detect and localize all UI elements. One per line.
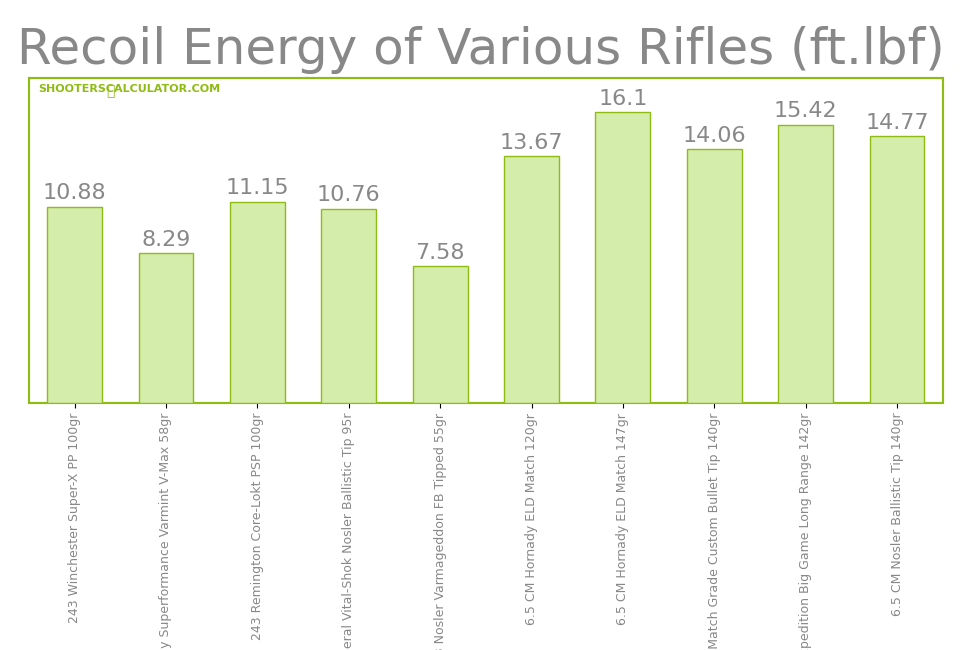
- Text: SHOOTERSCALCULATOR.COM: SHOOTERSCALCULATOR.COM: [38, 84, 220, 94]
- Text: 10.76: 10.76: [316, 185, 381, 205]
- Bar: [230, 202, 284, 403]
- Text: 16.1: 16.1: [598, 88, 647, 109]
- Bar: [869, 136, 924, 403]
- Bar: [47, 207, 102, 403]
- Text: 14.06: 14.06: [681, 125, 746, 146]
- Text: 14.77: 14.77: [864, 112, 928, 133]
- Bar: [777, 125, 832, 403]
- Text: 8.29: 8.29: [141, 229, 190, 250]
- Bar: [321, 209, 376, 403]
- Text: 10.88: 10.88: [42, 183, 107, 203]
- Bar: [138, 254, 193, 403]
- Bar: [595, 112, 650, 403]
- Bar: [29, 78, 942, 403]
- Text: ⌖: ⌖: [107, 84, 114, 99]
- Text: 11.15: 11.15: [225, 178, 289, 198]
- Bar: [504, 156, 558, 403]
- Bar: [686, 149, 741, 403]
- Bar: [412, 266, 467, 403]
- Text: 15.42: 15.42: [773, 101, 837, 121]
- Text: 7.58: 7.58: [415, 242, 464, 263]
- Text: Recoil Energy of Various Rifles (ft.lbf): Recoil Energy of Various Rifles (ft.lbf): [17, 26, 944, 74]
- Text: 13.67: 13.67: [499, 133, 563, 153]
